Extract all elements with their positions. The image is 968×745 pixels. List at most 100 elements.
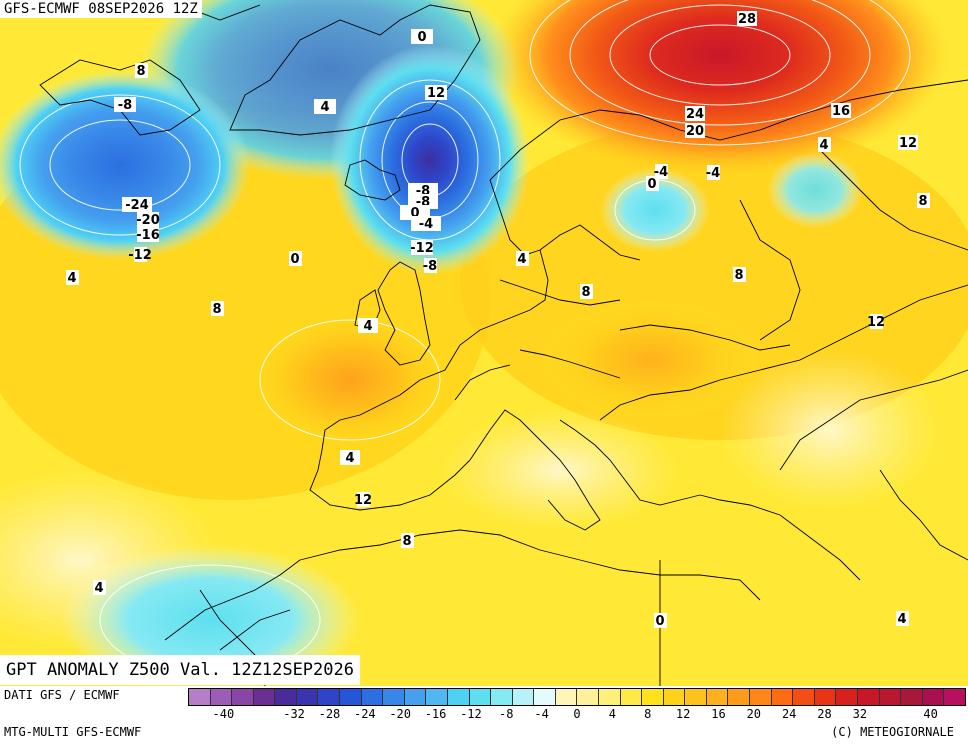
colorbar-swatch xyxy=(318,689,341,705)
colorbar-swatch xyxy=(361,689,384,705)
copyright-label: (C) METEOGIORNALE xyxy=(831,725,954,739)
contour-lines xyxy=(19,0,911,676)
colorbar-tick-label: 16 xyxy=(711,707,726,721)
colorbar-swatch xyxy=(512,689,535,705)
colorbar-swatch xyxy=(555,689,578,705)
colorbar-swatch xyxy=(750,689,772,705)
colorbar-tick-label: -40 xyxy=(212,707,235,721)
cold-anomaly-baltic xyxy=(600,168,710,252)
contour-label: 8 xyxy=(401,533,414,549)
svg-text:8: 8 xyxy=(402,534,411,549)
colorbar-swatch xyxy=(232,689,254,705)
colorbar-tick-label: -16 xyxy=(424,707,447,721)
colorbar-tick-label: 4 xyxy=(608,707,616,721)
data-source-label: DATI GFS / ECMWF xyxy=(4,688,120,702)
svg-text:12: 12 xyxy=(867,315,885,330)
contour-label: 12 xyxy=(867,314,885,330)
cold-anomaly-iceland xyxy=(330,45,530,275)
colorbar-swatch xyxy=(944,689,965,705)
colorbar-swatch xyxy=(793,689,815,705)
warm-anomaly-north xyxy=(490,0,950,175)
svg-text:-20: -20 xyxy=(136,213,160,228)
svg-text:0: 0 xyxy=(647,177,656,192)
svg-text:-12: -12 xyxy=(410,241,434,256)
contour-label: -24 xyxy=(122,197,152,213)
colorbar-tick-label: 20 xyxy=(746,707,762,721)
svg-text:8: 8 xyxy=(212,302,221,317)
colorbar-swatch xyxy=(706,689,729,705)
svg-text:-8: -8 xyxy=(118,98,132,113)
colorbar-tick-label: -28 xyxy=(318,707,341,721)
svg-text:16: 16 xyxy=(832,104,850,119)
colorbar-swatch xyxy=(253,689,276,705)
svg-text:4: 4 xyxy=(345,451,354,466)
contour-label: -8 xyxy=(114,97,136,113)
svg-text:8: 8 xyxy=(734,268,743,283)
contour-label: 0 xyxy=(654,613,667,629)
contour-label: -20 xyxy=(136,212,160,228)
colorbar-tick-label: -24 xyxy=(353,707,376,721)
colorbar-swatch xyxy=(577,689,599,705)
svg-text:12: 12 xyxy=(427,86,445,101)
land-outlines xyxy=(0,4,968,686)
colorbar-tick-label: 32 xyxy=(852,707,868,721)
contour-label: 8 xyxy=(733,267,746,283)
svg-text:0: 0 xyxy=(410,206,419,221)
svg-text:4: 4 xyxy=(819,138,828,153)
contour-label: 28 xyxy=(737,11,757,27)
colorbar-tick-label: 28 xyxy=(817,707,832,721)
svg-text:12: 12 xyxy=(354,493,372,508)
contour-label: 16 xyxy=(831,103,851,119)
contour-label: -12 xyxy=(410,240,434,256)
svg-text:-4: -4 xyxy=(419,217,433,232)
contour-label: 4 xyxy=(314,99,336,115)
svg-text:8: 8 xyxy=(918,194,927,209)
colorbar-swatch xyxy=(620,689,643,705)
svg-text:24: 24 xyxy=(686,107,704,122)
colorbar-swatch xyxy=(534,689,556,705)
contour-label: 4 xyxy=(340,450,360,466)
contour-label: -8 xyxy=(423,258,437,274)
colorbar-swatch xyxy=(728,689,751,705)
colorbar-swatch xyxy=(922,689,945,705)
colorbar-tick-label: -4 xyxy=(534,707,549,721)
colorbar-tick-label: -12 xyxy=(460,707,482,721)
colorbar-swatch xyxy=(469,689,492,705)
svg-text:-4: -4 xyxy=(706,166,720,181)
map-header-title: GFS-ECMWF 08SEP2026 12Z xyxy=(0,0,202,18)
cold-anomaly-russia xyxy=(767,152,863,228)
model-label: MTG-MULTI GFS-ECMWF xyxy=(4,725,142,739)
contour-label: -12 xyxy=(128,247,152,263)
colorbar-tick-label: 12 xyxy=(675,707,691,721)
colorbar-tick-label: 0 xyxy=(573,707,581,721)
colorbar-swatch xyxy=(814,689,837,705)
svg-text:0: 0 xyxy=(655,614,664,629)
contour-label: 12 xyxy=(898,135,918,151)
colorbar-swatch xyxy=(340,689,362,705)
contour-label: -4 xyxy=(706,165,720,181)
colorbar-swatch xyxy=(879,689,902,705)
contour-label: -16 xyxy=(136,227,160,243)
colorbar-swatch xyxy=(210,689,233,705)
svg-text:-24: -24 xyxy=(125,198,149,213)
map-canvas: 28 24 20 16 12 4 8 0 4 12 8 -8 -8 -8 0 -… xyxy=(0,0,968,686)
colorbar-tick-label: 40 xyxy=(923,707,938,721)
svg-text:12: 12 xyxy=(899,136,917,151)
contour-label: 0 xyxy=(646,176,659,192)
anomaly-map: 28 24 20 16 12 4 8 0 4 12 8 -8 -8 -8 0 -… xyxy=(0,0,968,686)
colorbar-swatch xyxy=(275,689,297,705)
contour-label: 24 xyxy=(685,106,705,122)
colorbar-swatch xyxy=(383,689,405,705)
colorbar-tick-label: 24 xyxy=(781,707,797,721)
svg-text:4: 4 xyxy=(897,612,906,627)
colorbar-swatch xyxy=(685,689,707,705)
contour-label: 20 xyxy=(685,123,705,139)
colorbar-swatch xyxy=(663,689,686,705)
svg-text:4: 4 xyxy=(363,319,372,334)
contour-label: 8 xyxy=(917,193,930,209)
contour-labels: 28 24 20 16 12 4 8 0 4 12 8 -8 -8 -8 0 -… xyxy=(66,11,930,629)
svg-text:8: 8 xyxy=(581,285,590,300)
svg-text:4: 4 xyxy=(517,252,526,267)
contour-label: 4 xyxy=(516,251,529,267)
contour-label: 4 xyxy=(896,611,909,627)
